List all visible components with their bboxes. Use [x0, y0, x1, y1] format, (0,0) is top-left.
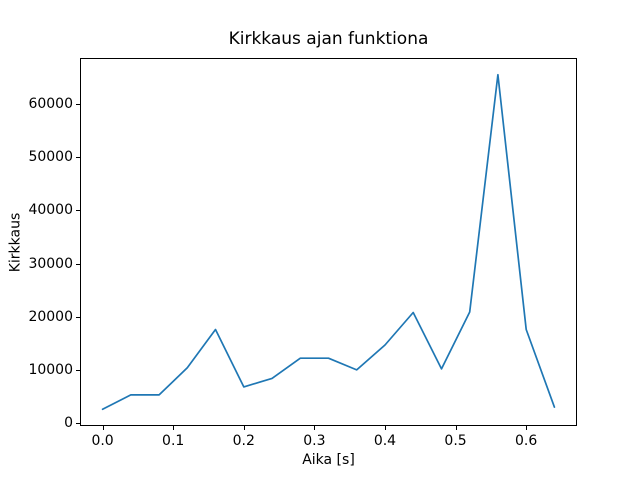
y-axis-label: Kirkkaus [7, 212, 24, 273]
y-tick-label: 30000 [28, 255, 73, 272]
x-tick-label: 0.0 [91, 433, 114, 449]
y-tick-label: 40000 [28, 202, 73, 219]
y-tick-label: 50000 [28, 149, 73, 166]
y-tick-label: 10000 [28, 361, 73, 378]
x-tick-label: 0.3 [303, 433, 326, 449]
axes-frame [80, 58, 577, 426]
x-axis-label: Aika [s] [302, 452, 355, 468]
y-tick-label: 20000 [28, 308, 73, 325]
y-tick-label: 0 [64, 415, 73, 432]
y-tick-label: 60000 [28, 96, 73, 113]
x-tick-label: 0.6 [515, 433, 538, 449]
x-tick-label: 0.5 [444, 433, 467, 449]
chart-title: Kirkkaus ajan funktiona [228, 29, 429, 49]
x-tick-label: 0.2 [232, 433, 255, 449]
x-tick-label: 0.1 [162, 433, 185, 449]
x-tick-label: 0.4 [373, 433, 397, 449]
line-series [101, 73, 556, 411]
